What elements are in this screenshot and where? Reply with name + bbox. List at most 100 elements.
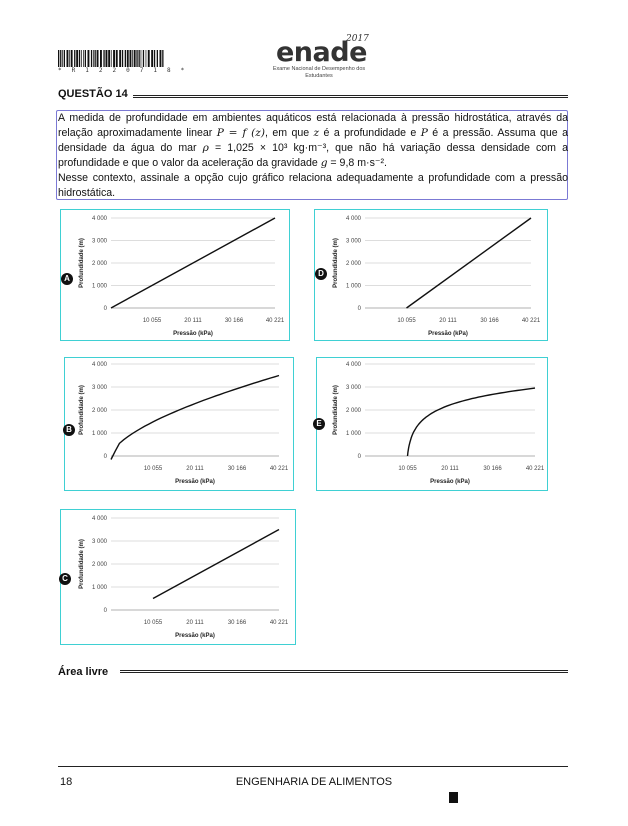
y-tick-label: 0 bbox=[104, 608, 108, 614]
x-axis-label: Pressão (kPa) bbox=[175, 479, 215, 485]
barcode-bar bbox=[132, 50, 133, 67]
y-tick-label: 2 000 bbox=[346, 261, 362, 267]
x-tick-label: 40 221 bbox=[270, 620, 289, 626]
series-line bbox=[406, 217, 532, 309]
x-axis-label: Pressão (kPa) bbox=[173, 331, 213, 337]
registration-mark bbox=[449, 792, 458, 803]
chart-svg: 0 1 000 2 000 3 000 4 000 10 055 20 111 30 166 4… bbox=[333, 216, 541, 337]
barcode-bar bbox=[74, 50, 76, 67]
x-axis-label: Pressão (kPa) bbox=[430, 479, 470, 485]
y-tick-label: 3 000 bbox=[92, 239, 108, 245]
y-tick-label: 2 000 bbox=[346, 408, 362, 414]
var-z: z bbox=[313, 127, 320, 139]
barcode-bar bbox=[119, 50, 122, 67]
y-tick-label: 3 000 bbox=[92, 539, 108, 545]
barcode-bar bbox=[138, 50, 140, 67]
barcode-bar bbox=[124, 50, 126, 67]
free-area-label: Área livre bbox=[58, 666, 109, 678]
y-axis-label: Profundidade (m) bbox=[333, 385, 339, 435]
barcode-bar bbox=[96, 50, 99, 67]
option-b-badge: B bbox=[63, 424, 75, 436]
barcode bbox=[58, 50, 164, 67]
x-tick-label: 20 111 bbox=[439, 318, 457, 324]
barcode-bar bbox=[140, 50, 142, 67]
barcode-bar bbox=[105, 50, 108, 67]
x-tick-label: 30 166 bbox=[483, 466, 502, 472]
barcode-bar bbox=[60, 50, 62, 67]
y-tick-label: 3 000 bbox=[92, 385, 108, 391]
barcode-bar bbox=[94, 50, 96, 67]
x-tick-label: 20 111 bbox=[184, 318, 202, 324]
barcode-bar bbox=[100, 50, 102, 67]
x-tick-label: 40 221 bbox=[526, 466, 545, 472]
barcode-bar bbox=[103, 50, 105, 67]
option-c-chart[interactable]: 0 1 000 2 000 3 000 4 000 10 055 20 111 30 166 4… bbox=[59, 509, 296, 645]
chart-svg: 0 1 000 2 000 3 000 4 000 10 055 20 111 30 166 4… bbox=[79, 516, 289, 639]
barcode-bar bbox=[156, 50, 158, 67]
page-number: 18 bbox=[60, 776, 73, 788]
y-tick-label: 4 000 bbox=[346, 362, 362, 368]
barcode-bar bbox=[162, 50, 164, 67]
barcode-bar bbox=[136, 50, 138, 67]
barcode-bar bbox=[147, 50, 150, 67]
y-tick-label: 1 000 bbox=[92, 585, 108, 591]
x-tick-label: 10 055 bbox=[397, 318, 416, 324]
y-axis-label: Profundidade (m) bbox=[333, 238, 339, 288]
y-tick-label: 0 bbox=[104, 306, 108, 312]
series-line bbox=[110, 374, 280, 460]
barcode-bar bbox=[151, 50, 154, 67]
course-name: ENGENHARIA DE ALIMENTOS bbox=[235, 776, 393, 788]
option-c-badge: C bbox=[59, 573, 71, 585]
barcode-bar bbox=[110, 50, 112, 67]
var-p: P bbox=[420, 127, 428, 139]
x-tick-label: 20 111 bbox=[441, 466, 459, 472]
y-tick-label: 1 000 bbox=[346, 284, 362, 290]
y-tick-label: 1 000 bbox=[92, 284, 108, 290]
var-rho: ρ bbox=[202, 142, 209, 154]
barcode-bar bbox=[113, 50, 115, 67]
y-tick-label: 0 bbox=[358, 454, 362, 460]
text-part: , em que bbox=[264, 127, 314, 139]
x-tick-label: 20 111 bbox=[186, 620, 204, 626]
y-tick-label: 1 000 bbox=[92, 431, 108, 437]
y-tick-label: 4 000 bbox=[346, 216, 362, 222]
enade-logo: enade 2017 Exame Nacional de Desempenho … bbox=[273, 34, 369, 82]
barcode-bar bbox=[93, 50, 94, 67]
barcode-bar bbox=[108, 50, 111, 67]
barcode-bar bbox=[142, 50, 145, 67]
option-d-chart[interactable]: 0 1 000 2 000 3 000 4 000 10 055 20 111 30 166 4… bbox=[314, 209, 548, 341]
barcode-bar bbox=[129, 50, 132, 67]
chart-svg: 0 1 000 2 000 3 000 4 000 10 055 20 111 30 166 4… bbox=[79, 216, 285, 337]
chart-svg: 0 1 000 2 000 3 000 4 000 10 055 20 111 30 166 4… bbox=[79, 362, 289, 485]
option-d-badge: D bbox=[315, 268, 327, 280]
text-part: = 9,8 m·s⁻². bbox=[327, 157, 387, 169]
title-rule bbox=[133, 95, 568, 98]
logo-subtitle: Exame Nacional de Desempenho dos Estudan… bbox=[272, 66, 366, 79]
formula-p-fz: P = f (z) bbox=[216, 127, 265, 139]
option-a-chart[interactable]: 0 1 000 2 000 3 000 4 000 10 055 20 111 30 166 4… bbox=[60, 209, 290, 341]
question-paragraph-2: Nesse contexto, assinale a opção cujo gr… bbox=[58, 172, 568, 199]
chart-svg: 0 1 000 2 000 3 000 4 000 10 055 20 111 30 166 4… bbox=[333, 362, 545, 485]
footer-rule bbox=[58, 766, 568, 767]
series-line bbox=[152, 528, 280, 600]
option-e-chart[interactable]: 0 1 000 2 000 3 000 4 000 10 055 20 111 30 166 4… bbox=[313, 357, 548, 491]
y-axis-label: Profundidade (m) bbox=[79, 238, 85, 288]
barcode-bar bbox=[87, 50, 90, 67]
question-highlight-box bbox=[56, 110, 568, 200]
x-tick-label: 10 055 bbox=[144, 466, 163, 472]
x-axis-label: Pressão (kPa) bbox=[428, 331, 468, 337]
x-tick-label: 30 166 bbox=[225, 318, 244, 324]
x-tick-label: 40 221 bbox=[522, 318, 541, 324]
barcode-bar bbox=[133, 50, 136, 67]
y-tick-label: 2 000 bbox=[92, 261, 108, 267]
x-tick-label: 10 055 bbox=[398, 466, 417, 472]
barcode-bar bbox=[69, 50, 70, 67]
x-tick-label: 30 166 bbox=[228, 620, 247, 626]
barcode-bar bbox=[66, 50, 69, 67]
barcode-bar bbox=[62, 50, 63, 67]
barcode-bar bbox=[70, 50, 73, 67]
text-part: = 1,025 × 10³ kg·m⁻³, que não há variaçã… bbox=[58, 142, 568, 169]
option-b-chart[interactable]: 0 1 000 2 000 3 000 4 000 10 055 20 111 30 166 4… bbox=[63, 357, 294, 491]
barcode-bar bbox=[63, 50, 65, 67]
y-tick-label: 0 bbox=[358, 306, 362, 312]
